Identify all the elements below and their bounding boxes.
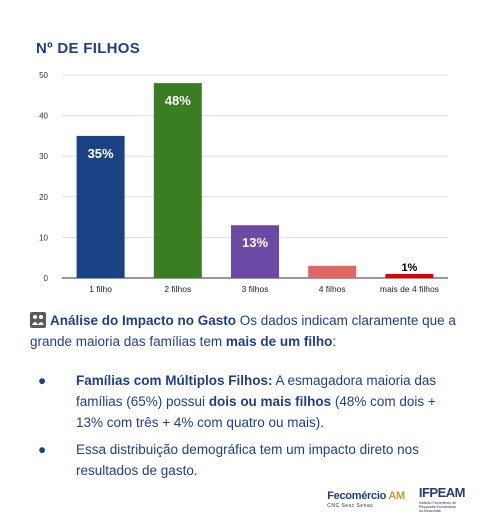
bullet-lead: Famílias com Múltiplos Filhos: [76, 373, 273, 388]
family-icon [30, 312, 46, 328]
y-tick-label: 40 [39, 112, 48, 121]
x-tick-label: 3 filhos [242, 284, 269, 294]
ifpe-sub: Instituto Fecomércio de Pesquisas Econôm… [418, 501, 457, 513]
bar [385, 273, 434, 278]
bullet-dot: ● [38, 373, 47, 388]
bar [231, 225, 279, 278]
footer-logos: Fecomércio AM CNC Sesc Senac IFPEAM Inst… [327, 484, 465, 514]
data-label: 35% [88, 146, 114, 161]
analysis-title: Análise do Impacto no Gasto [50, 313, 237, 328]
analysis-text-2: : [332, 334, 337, 349]
bar [153, 83, 202, 279]
data-label: 1% [401, 262, 417, 274]
chart-title: Nº DE FILHOS [36, 40, 141, 57]
ifpe-am: AM [445, 485, 466, 500]
fecomercio-name: Fecomércio [327, 489, 386, 502]
bullet-list: ● Famílias com Múltiplos Filhos: A esmag… [30, 370, 460, 487]
x-tick-label: mais de 4 filhos [380, 284, 439, 294]
y-tick-label: 50 [39, 71, 48, 80]
bullet-bold: dois ou mais filhos [208, 394, 332, 409]
ifpe-logo: IFPEAM Instituto Fecomércio de Pesquisas… [418, 485, 466, 513]
fecomercio-am: AM [388, 489, 405, 502]
fecomercio-logo: Fecomércio AM CNC Sesc Senac [327, 490, 405, 509]
analysis-paragraph: Análise do Impacto no Gasto Os dados ind… [30, 310, 470, 352]
fecomercio-sub: CNC Sesc Senac [327, 502, 374, 509]
analysis-text-1: Os dados indicam claramente que a grande… [30, 313, 456, 349]
data-label: 13% [242, 235, 268, 250]
y-tick-label: 10 [39, 233, 48, 242]
bar [308, 265, 357, 278]
analysis-bold-text: mais de um filho [225, 334, 333, 349]
bar [76, 135, 125, 278]
x-tick-label: 1 filho [89, 284, 112, 294]
x-tick-label: 4 filhos [319, 284, 346, 294]
ifpe-name: IFPE [418, 485, 446, 500]
y-tick-label: 20 [39, 193, 48, 202]
bullet-item-multiple-children: ● Famílias com Múltiplos Filhos: A esmag… [30, 370, 460, 433]
bullet-text: Essa distribuição demográfica tem um imp… [76, 442, 419, 478]
bullet-dot: ● [38, 442, 47, 457]
data-label: 48% [165, 93, 191, 108]
data-label: 3% [324, 254, 340, 266]
bullet-text-1: A esmagadora maioria das famílias (65%) … [76, 373, 437, 409]
y-tick-label: 30 [39, 152, 48, 161]
bar-chart: 0 10 20 30 40 50 35% 1 filho 48% 2 filhos 13% 3 fil… [39, 71, 448, 294]
bullet-text-2: (48% com dois + 13% com três + 4% com qu… [76, 394, 436, 430]
bullet-item-demographic-impact: ● Essa distribuição demográfica tem um i… [30, 439, 460, 481]
x-tick-label: 2 filhos [164, 284, 191, 294]
y-tick-label: 0 [44, 274, 49, 283]
